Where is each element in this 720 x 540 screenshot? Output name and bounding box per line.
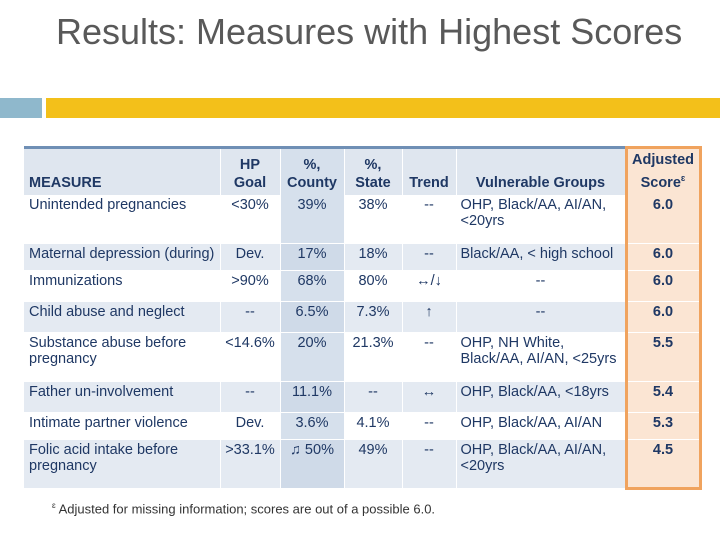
cell-trend: --: [402, 332, 457, 382]
cell-vulnerable-groups: --: [456, 301, 627, 333]
cell-vulnerable-groups: OHP, Black/AA, AI/AN, <20yrs: [456, 194, 627, 244]
cell-vulnerable-groups: Black/AA, < high school: [456, 243, 627, 271]
table-row: Substance abuse before pregnancy <14.6% 20…: [24, 332, 702, 382]
cell-county: 3.6%: [280, 412, 345, 440]
table-row: Folic acid intake before pregnancy >33.1%…: [24, 439, 702, 491]
header-hp-goal: HP Goal: [220, 147, 281, 195]
cell-hp-goal: <14.6%: [220, 332, 281, 382]
cell-county: 17%: [280, 243, 345, 271]
cell-adjusted-score: 5.3: [624, 412, 702, 440]
cell-adjusted-score: 5.5: [624, 332, 702, 382]
cell-hp-goal: >90%: [220, 270, 281, 302]
cell-adjusted-score: 6.0: [624, 301, 702, 333]
cell-measure: Substance abuse before pregnancy: [24, 332, 221, 382]
cell-hp-goal: --: [220, 381, 281, 413]
cell-county: 68%: [280, 270, 345, 302]
cell-measure: Maternal depression (during): [24, 243, 221, 271]
cell-vulnerable-groups: OHP, Black/AA, AI/AN, <20yrs: [456, 439, 627, 489]
cell-state: 80%: [344, 270, 403, 302]
cell-state: --: [344, 381, 403, 413]
header-adjusted-score: Adjusted Scoreɛ: [624, 145, 702, 195]
header-vulnerable-groups: Vulnerable Groups: [456, 147, 627, 195]
measures-table: MEASURE HP Goal %, County %, State Trend…: [24, 145, 702, 491]
table-row: Child abuse and neglect -- 6.5% 7.3% ↑ -- 6.0: [24, 301, 702, 333]
cell-vulnerable-groups: --: [456, 270, 627, 302]
cell-trend: ↔/↓: [402, 270, 457, 302]
table-header-row: MEASURE HP Goal %, County %, State Trend…: [24, 145, 702, 195]
cell-state: 7.3%: [344, 301, 403, 333]
header-county: %, County: [280, 147, 345, 195]
cell-measure: Father un-involvement: [24, 381, 221, 413]
cell-vulnerable-groups: OHP, NH White, Black/AA, AI/AN, <25yrs: [456, 332, 627, 382]
cell-measure: Child abuse and neglect: [24, 301, 221, 333]
page-title: Results: Measures with Highest Scores: [56, 11, 683, 52]
cell-vulnerable-groups: OHP, Black/AA, <18yrs: [456, 381, 627, 413]
cell-measure: Folic acid intake before pregnancy: [24, 439, 221, 489]
header-adjusted-score-label: Adjusted Score: [631, 152, 695, 191]
footnote: ɛ Adjusted for missing information; scor…: [52, 501, 692, 516]
cell-hp-goal: >33.1%: [220, 439, 281, 489]
table-row: Unintended pregnancies <30% 39% 38% -- OHP, B…: [24, 194, 702, 244]
table-row: Father un-involvement -- 11.1% -- ↔ OHP, Blac…: [24, 381, 702, 413]
title-rule-bar: [46, 98, 720, 118]
cell-county: 11.1%: [280, 381, 345, 413]
cell-measure: Immunizations: [24, 270, 221, 302]
cell-state: 4.1%: [344, 412, 403, 440]
cell-hp-goal: Dev.: [220, 243, 281, 271]
table-row: Intimate partner violence Dev. 3.6% 4.1% -- O…: [24, 412, 702, 440]
cell-state: 21.3%: [344, 332, 403, 382]
cell-county: 6.5%: [280, 301, 345, 333]
cell-trend: --: [402, 412, 457, 440]
title-rule-accent: [0, 98, 42, 118]
cell-trend: --: [402, 243, 457, 271]
cell-state: 38%: [344, 194, 403, 244]
cell-trend: ↔: [402, 381, 457, 413]
table-row: Immunizations >90% 68% 80% ↔/↓ -- 6.0: [24, 270, 702, 302]
header-measure: MEASURE: [24, 147, 221, 195]
cell-hp-goal: <30%: [220, 194, 281, 244]
cell-vulnerable-groups: OHP, Black/AA, AI/AN: [456, 412, 627, 440]
cell-county: ♫ 50%: [280, 439, 345, 489]
cell-adjusted-score: 5.4: [624, 381, 702, 413]
cell-trend: ↑: [402, 301, 457, 333]
header-adjusted-score-mark: ɛ: [680, 173, 686, 183]
table-row: Maternal depression (during) Dev. 17% 18% --…: [24, 243, 702, 271]
cell-county: 20%: [280, 332, 345, 382]
cell-measure: Intimate partner violence: [24, 412, 221, 440]
cell-adjusted-score: 6.0: [624, 270, 702, 302]
footnote-mark: ɛ: [52, 501, 56, 510]
cell-adjusted-score: 4.5: [624, 439, 702, 491]
cell-county: 39%: [280, 194, 345, 244]
footnote-text: Adjusted for missing information; scores…: [58, 501, 436, 517]
cell-hp-goal: --: [220, 301, 281, 333]
header-state: %, State: [344, 147, 403, 195]
cell-hp-goal: Dev.: [220, 412, 281, 440]
cell-trend: --: [402, 439, 457, 489]
cell-state: 18%: [344, 243, 403, 271]
cell-state: 49%: [344, 439, 403, 489]
cell-adjusted-score: 6.0: [624, 243, 702, 271]
header-trend: Trend: [402, 147, 457, 195]
cell-measure: Unintended pregnancies: [24, 194, 221, 244]
cell-trend: --: [402, 194, 457, 244]
cell-adjusted-score: 6.0: [624, 194, 702, 244]
